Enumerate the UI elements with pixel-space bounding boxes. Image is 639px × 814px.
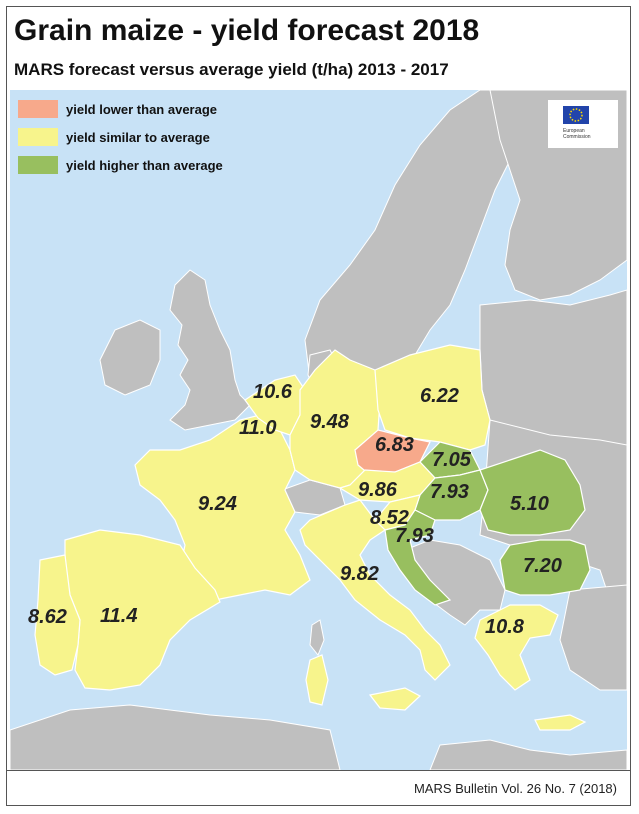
value-croatia: 7.93 [395, 525, 434, 547]
data-regions [34, 344, 591, 731]
footer: MARS Bulletin Vol. 26 No. 7 (2018) [6, 770, 631, 806]
legend-swatch-similar [18, 128, 58, 146]
value-hungary: 7.93 [430, 481, 469, 503]
value-czechia: 6.83 [375, 434, 414, 456]
region-sicily [368, 687, 422, 711]
europe-map: yield lower than average yield similar t… [10, 90, 627, 770]
value-france: 9.24 [198, 493, 237, 515]
value-romania: 5.10 [510, 493, 549, 515]
yield-labels: 10.6 11.0 9.48 6.22 6.83 7.05 7.93 9.86 … [28, 381, 562, 638]
eu-logo-line2: Commission [563, 134, 591, 140]
land-turkey [559, 584, 627, 691]
legend-label-lower: yield lower than average [66, 102, 217, 117]
region-poland [374, 344, 491, 451]
region-greece [474, 604, 559, 691]
land-britain [169, 269, 251, 431]
legend: yield lower than average yield similar t… [18, 100, 223, 174]
value-germany: 9.48 [310, 411, 350, 433]
region-romania [479, 449, 586, 536]
eu-logo-line1: European [563, 128, 585, 134]
region-crete [534, 714, 587, 731]
region-austria [338, 461, 436, 503]
value-portugal: 8.62 [28, 606, 67, 628]
legend-label-similar: yield similar to average [66, 130, 210, 145]
land-africa-east [429, 739, 627, 770]
value-luxembourg-area: 11.0 [239, 417, 276, 439]
map-subtitle: MARS forecast versus average yield (t/ha… [14, 60, 449, 79]
legend-label-higher: yield higher than average [66, 158, 223, 173]
region-portugal [34, 554, 81, 676]
value-belgium: 10.6 [253, 381, 293, 403]
value-slovenia: 8.52 [370, 507, 409, 529]
value-spain: 11.4 [100, 605, 137, 627]
value-italy: 9.82 [340, 563, 379, 585]
footer-citation: MARS Bulletin Vol. 26 No. 7 (2018) [413, 781, 617, 796]
region-sardinia [305, 654, 329, 706]
value-poland: 6.22 [420, 385, 459, 407]
map-title: Grain maize - yield forecast 2018 [14, 14, 480, 47]
region-italy [299, 499, 451, 681]
land-north-africa [10, 704, 341, 770]
value-greece: 10.8 [485, 616, 525, 638]
value-austria: 9.86 [358, 479, 398, 501]
legend-swatch-lower [18, 100, 58, 118]
eu-logo: European Commission [548, 100, 618, 148]
value-bulgaria: 7.20 [523, 555, 562, 577]
legend-swatch-higher [18, 156, 58, 174]
eu-flag-icon [563, 106, 589, 124]
land-ireland [99, 319, 161, 396]
region-bulgaria [499, 539, 591, 596]
value-slovakia: 7.05 [432, 449, 472, 471]
land-corsica [309, 619, 325, 656]
region-croatia [384, 509, 452, 606]
